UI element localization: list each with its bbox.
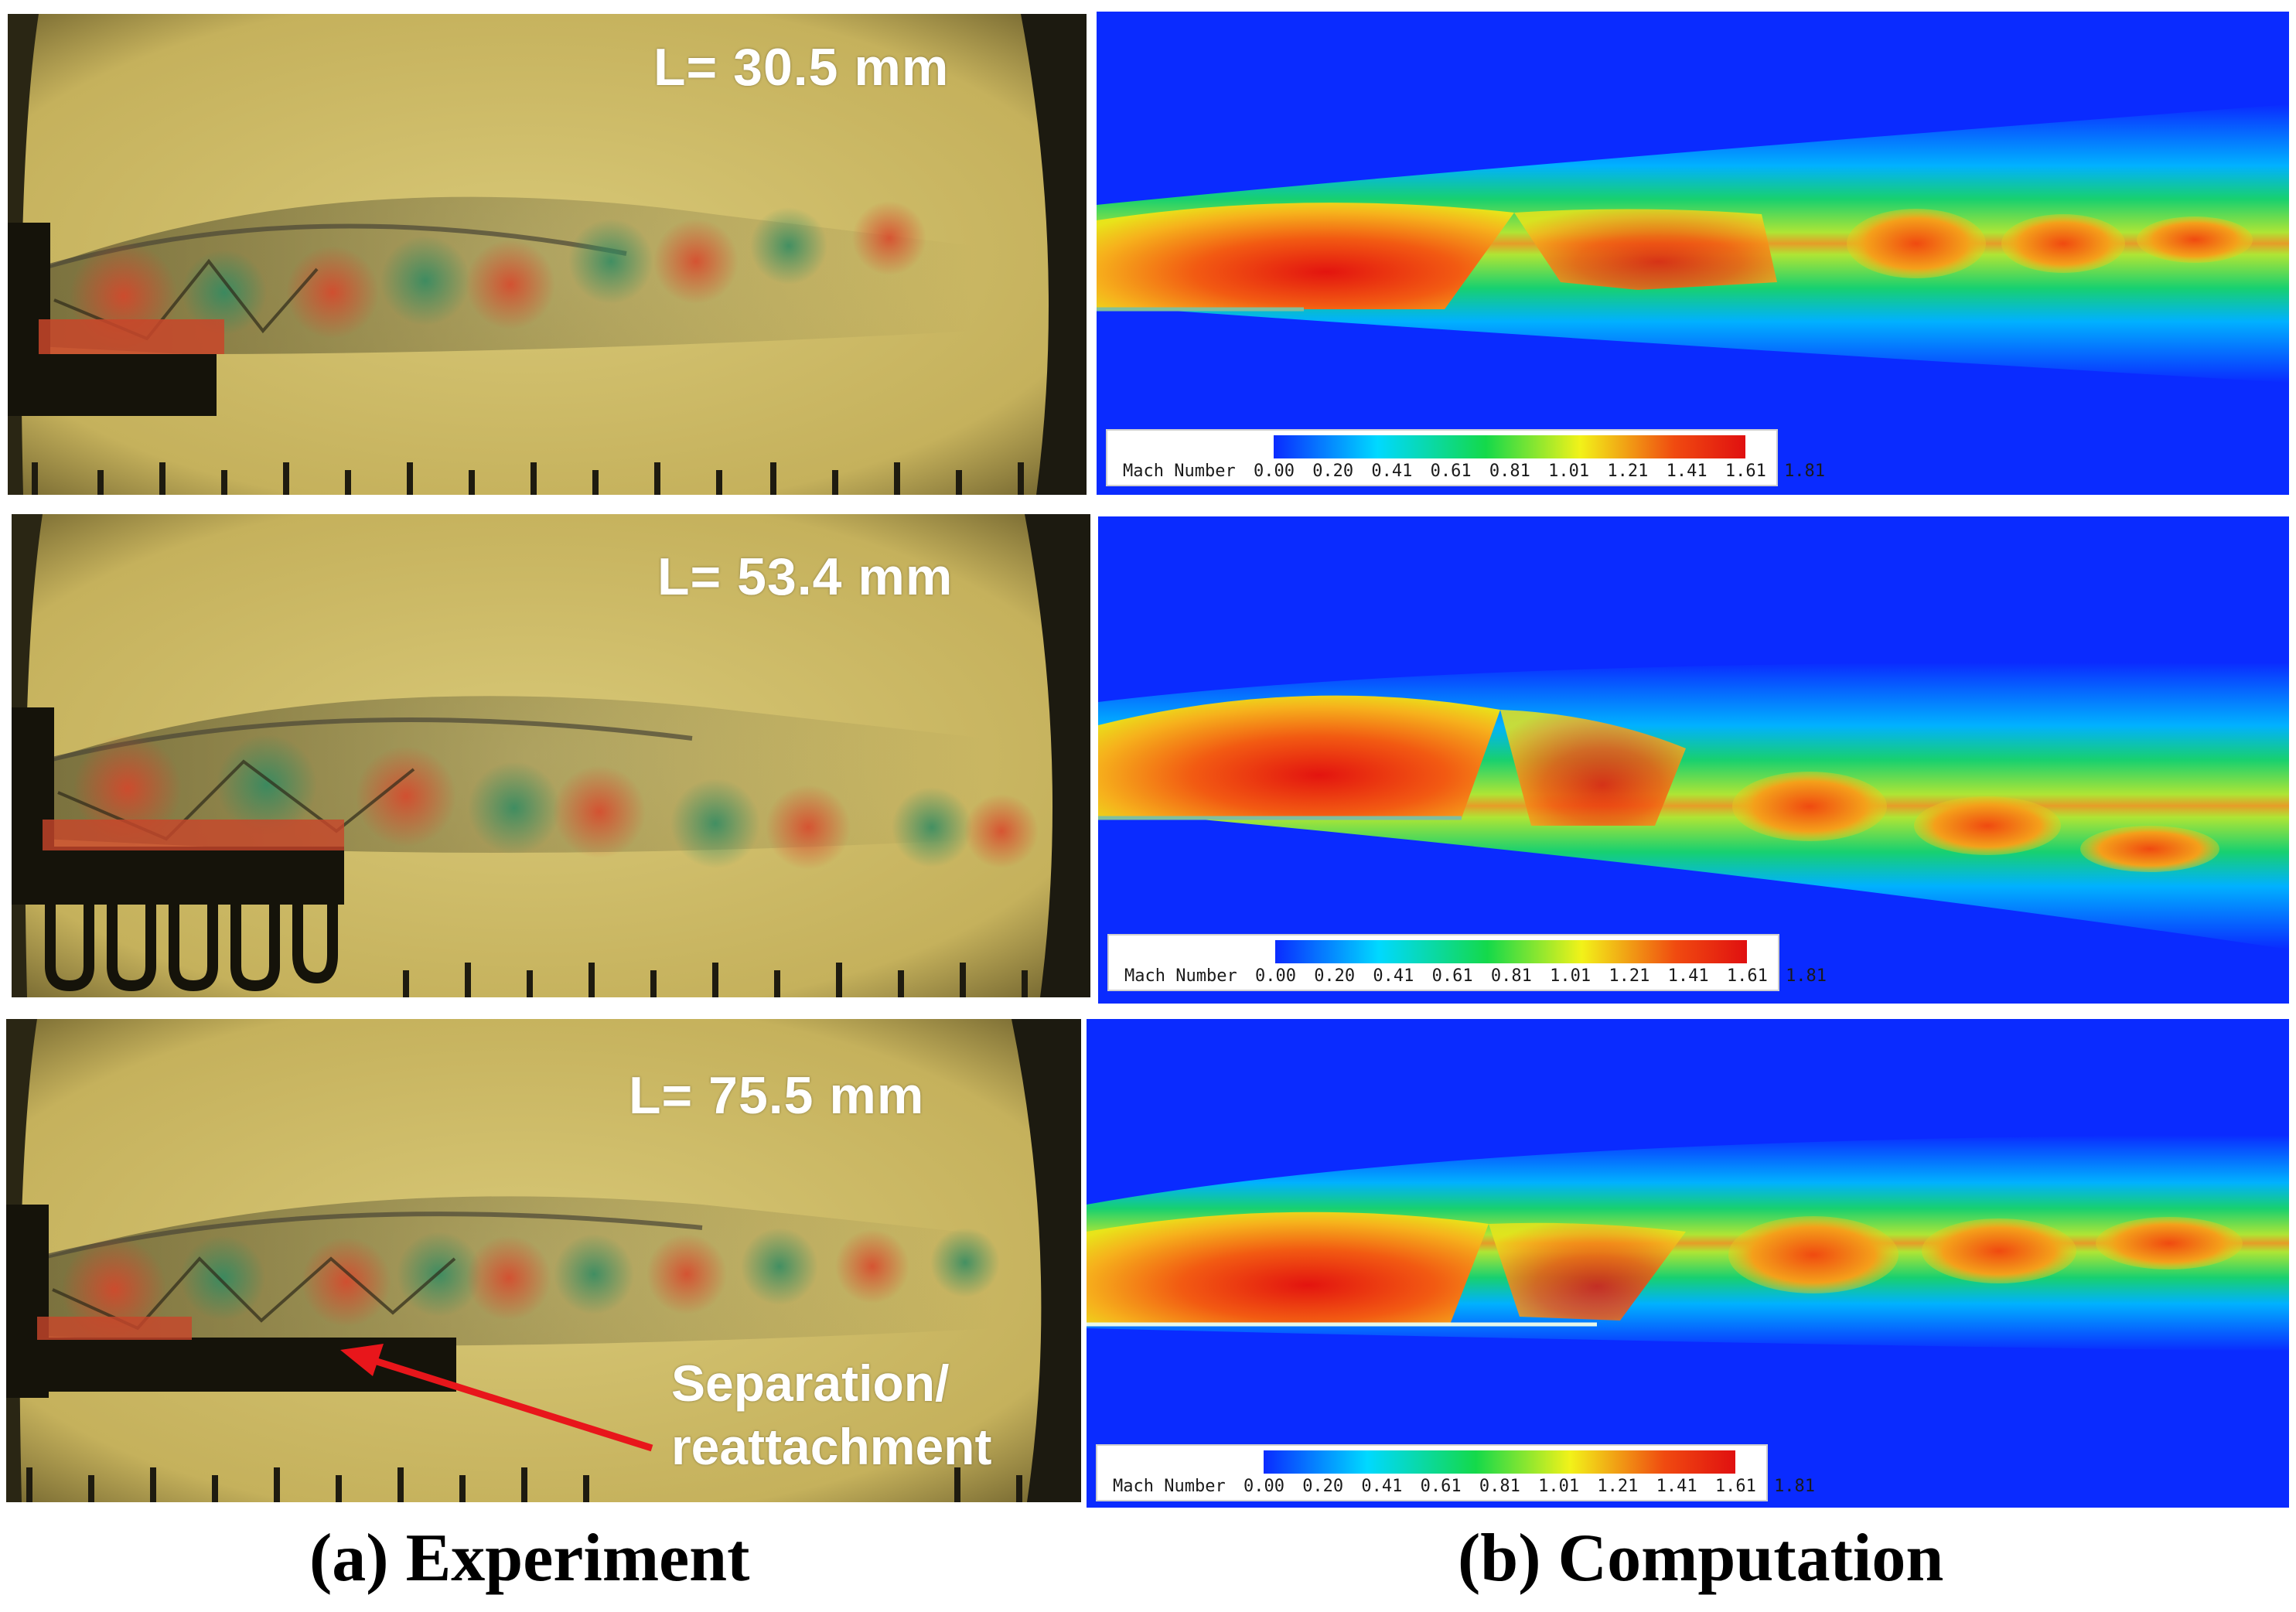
length-label-1: L= 30.5 mm — [653, 38, 950, 97]
length-label-3: L= 75.5 mm — [629, 1066, 925, 1125]
mach-contour-3 — [1087, 1019, 2289, 1508]
legend-color-bar — [1264, 1450, 1735, 1474]
mach-contour-1 — [1097, 12, 2289, 495]
experiment-panel-1: L= 30.5 mm — [8, 14, 1087, 495]
annotation-line-2: reattachment — [671, 1418, 992, 1475]
separation-annotation: Separation/ reattachment — [671, 1351, 991, 1478]
legend-color-bar — [1275, 940, 1747, 963]
mach-contour-2 — [1098, 516, 2289, 1004]
legend-labels: Mach Number 0.00 0.20 0.41 0.61 0.81 1.0… — [1123, 462, 1826, 481]
caption-computation: (b) Computation — [1458, 1521, 1944, 1596]
experiment-panel-3: L= 75.5 mm Separation/ reattachment — [6, 1019, 1081, 1502]
computation-panel-2: Mach Number 0.00 0.20 0.41 0.61 0.81 1.0… — [1098, 516, 2289, 1004]
arrow-icon — [340, 1344, 653, 1452]
length-label-2: L= 53.4 mm — [657, 547, 954, 606]
annotation-line-1: Separation/ — [671, 1355, 950, 1412]
mach-legend-1: Mach Number 0.00 0.20 0.41 0.61 0.81 1.0… — [1106, 429, 1825, 486]
schlieren-image-3 — [6, 1019, 1081, 1502]
computation-panel-1: Mach Number 0.00 0.20 0.41 0.61 0.81 1.0… — [1097, 12, 2289, 495]
legend-title: Mach Number — [1113, 1477, 1226, 1496]
experiment-panel-2: L= 53.4 mm — [12, 514, 1090, 997]
legend-labels: Mach Number 0.00 0.20 0.41 0.61 0.81 1.0… — [1124, 966, 1827, 986]
mach-legend-3: Mach Number 0.00 0.20 0.41 0.61 0.81 1.0… — [1096, 1444, 1815, 1501]
schlieren-image-1 — [8, 14, 1087, 495]
legend-title: Mach Number — [1123, 462, 1236, 481]
legend-labels: Mach Number 0.00 0.20 0.41 0.61 0.81 1.0… — [1113, 1477, 1816, 1496]
mach-legend-2: Mach Number 0.00 0.20 0.41 0.61 0.81 1.0… — [1107, 934, 1827, 991]
schlieren-image-2 — [12, 514, 1090, 997]
legend-color-bar — [1274, 435, 1745, 458]
legend-title: Mach Number — [1124, 966, 1237, 986]
computation-panel-3: Mach Number 0.00 0.20 0.41 0.61 0.81 1.0… — [1087, 1019, 2289, 1508]
caption-experiment: (a) Experiment — [309, 1521, 750, 1596]
